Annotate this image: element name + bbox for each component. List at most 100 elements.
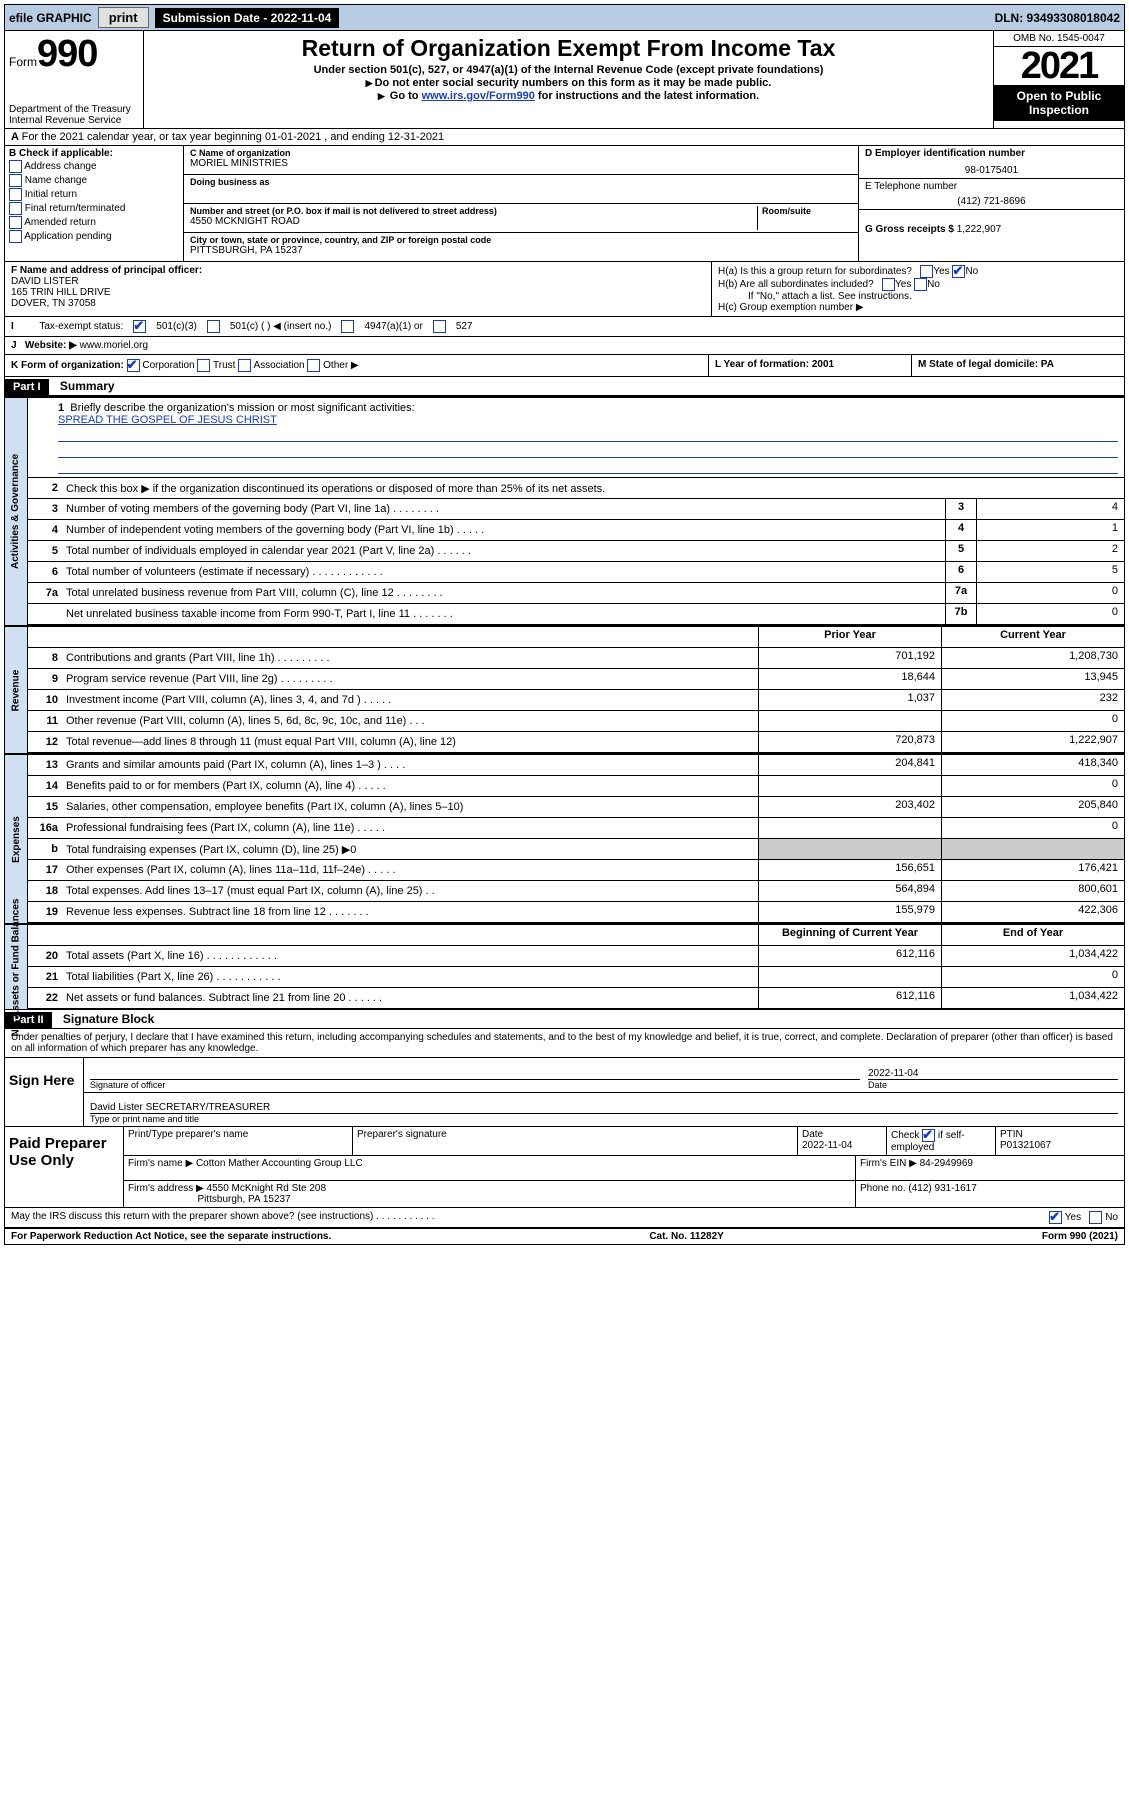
footer-row: For Paperwork Reduction Act Notice, see … bbox=[4, 1229, 1125, 1245]
chk-501c3[interactable] bbox=[133, 320, 146, 333]
chk-address-change[interactable]: Address change bbox=[9, 160, 179, 173]
ha-row: H(a) Is this a group return for subordin… bbox=[718, 265, 1118, 278]
summary-line: bTotal fundraising expenses (Part IX, co… bbox=[28, 839, 1124, 860]
sub3-post: for instructions and the latest informat… bbox=[535, 90, 759, 102]
part1-badge: Part I bbox=[5, 379, 49, 395]
officer-label: F Name and address of principal officer: bbox=[11, 265, 202, 276]
dba-label: Doing business as bbox=[190, 177, 852, 187]
form-title: Return of Organization Exempt From Incom… bbox=[150, 35, 987, 62]
hb-row: H(b) Are all subordinates included? Yes … bbox=[718, 278, 1118, 291]
irs-link[interactable]: www.irs.gov/Form990 bbox=[422, 90, 535, 102]
summary-line: 21Total liabilities (Part X, line 26) . … bbox=[28, 967, 1124, 988]
header-mid: Return of Organization Exempt From Incom… bbox=[144, 31, 993, 128]
officer-name-title: David Lister SECRETARY/TREASURER bbox=[90, 1102, 1118, 1113]
form-ref: Form 990 (2021) bbox=[1042, 1231, 1118, 1242]
row-a-tax-year: A For the 2021 calendar year, or tax yea… bbox=[4, 129, 1125, 146]
selfemp-label: Check bbox=[891, 1130, 919, 1141]
opt-501c3: 501(c)(3) bbox=[156, 321, 197, 332]
top-bar: efile GRAPHIC print Submission Date - 20… bbox=[4, 4, 1125, 31]
header-right: OMB No. 1545-0047 2021 Open to Public In… bbox=[993, 31, 1124, 128]
firm-addr2: Pittsburgh, PA 15237 bbox=[197, 1194, 290, 1205]
firm-addr1: 4550 McKnight Rd Ste 208 bbox=[207, 1183, 327, 1194]
chk-final-return[interactable]: Final return/terminated bbox=[9, 202, 179, 215]
row-klm: K Form of organization: Corporation Trus… bbox=[4, 355, 1125, 377]
chk-self-employed[interactable] bbox=[922, 1129, 935, 1142]
website-value: www.moriel.org bbox=[80, 340, 148, 351]
row-a-text: For the 2021 calendar year, or tax year … bbox=[22, 131, 445, 143]
ein-value: 98-0175401 bbox=[865, 159, 1118, 176]
dept-label: Department of the Treasury bbox=[9, 104, 139, 115]
chk-other[interactable] bbox=[307, 359, 320, 372]
col-b-checkboxes: B Check if applicable: Address change Na… bbox=[5, 146, 184, 261]
form-header: Form990 Department of the Treasury Inter… bbox=[4, 31, 1125, 129]
mission-block: 1 Briefly describe the organization's mi… bbox=[28, 398, 1124, 478]
chk-527[interactable] bbox=[433, 320, 446, 333]
ha-no[interactable] bbox=[952, 265, 965, 278]
chk-corporation[interactable] bbox=[127, 359, 140, 372]
chk-name-change[interactable]: Name change bbox=[9, 174, 179, 187]
firm-phone: (412) 931-1617 bbox=[908, 1183, 976, 1194]
summary-line: 7aTotal unrelated business revenue from … bbox=[28, 583, 1124, 604]
print-button[interactable]: print bbox=[98, 7, 149, 28]
discuss-yes[interactable] bbox=[1049, 1211, 1062, 1224]
hb-yes[interactable] bbox=[882, 278, 895, 291]
firm-name-label: Firm's name ▶ bbox=[128, 1158, 193, 1169]
line-2: 2 Check this box ▶ if the organization d… bbox=[28, 478, 1124, 499]
discuss-no[interactable] bbox=[1089, 1211, 1102, 1224]
summary-line: 18Total expenses. Add lines 13–17 (must … bbox=[28, 881, 1124, 902]
signature-block: Under penalties of perjury, I declare th… bbox=[4, 1029, 1125, 1229]
col-d-numbers: D Employer identification number 98-0175… bbox=[859, 146, 1124, 261]
summary-line: 15Salaries, other compensation, employee… bbox=[28, 797, 1124, 818]
firm-addr-label: Firm's address ▶ bbox=[128, 1183, 204, 1194]
firm-ein: 84-2949969 bbox=[920, 1158, 973, 1169]
gross-label: G Gross receipts $ bbox=[865, 224, 954, 235]
dln-label: DLN: 93493308018042 bbox=[995, 11, 1120, 25]
revenue-header-row: Prior Year Current Year bbox=[28, 627, 1124, 648]
end-year-hdr: End of Year bbox=[941, 925, 1124, 945]
efile-label: efile GRAPHIC bbox=[9, 11, 92, 25]
summary-line: 4Number of independent voting members of… bbox=[28, 520, 1124, 541]
header-left: Form990 Department of the Treasury Inter… bbox=[5, 31, 144, 128]
cat-number: Cat. No. 11282Y bbox=[649, 1231, 723, 1242]
ha-yes[interactable] bbox=[920, 265, 933, 278]
part-2-header: Part II Signature Block bbox=[4, 1010, 1125, 1029]
governance-section: Activities & Governance 1 Briefly descri… bbox=[4, 396, 1125, 625]
preparer-header-row: Print/Type preparer's name Preparer's si… bbox=[124, 1127, 1124, 1156]
part-1-header: Part I Summary bbox=[4, 377, 1125, 396]
ha-label: H(a) Is this a group return for subordin… bbox=[718, 266, 912, 277]
ptin-hdr: PTIN bbox=[1000, 1129, 1023, 1140]
summary-line: 12Total revenue—add lines 8 through 11 (… bbox=[28, 732, 1124, 753]
chk-501c[interactable] bbox=[207, 320, 220, 333]
chk-initial-return[interactable]: Initial return bbox=[9, 188, 179, 201]
website-label: Website: ▶ bbox=[25, 340, 77, 351]
officer-name: DAVID LISTER bbox=[11, 276, 79, 287]
netassets-header-row: Beginning of Current Year End of Year bbox=[28, 925, 1124, 946]
part1-title: Summary bbox=[52, 377, 123, 395]
group-return-section: H(a) Is this a group return for subordin… bbox=[712, 262, 1124, 316]
opt-527: 527 bbox=[456, 321, 473, 332]
chk-application-pending[interactable]: Application pending bbox=[9, 230, 179, 243]
summary-line: 3Number of voting members of the governi… bbox=[28, 499, 1124, 520]
row-i: I Tax-exempt status: 501(c)(3) 501(c) ( … bbox=[4, 317, 1125, 337]
address-cell: Number and street (or P.O. box if mail i… bbox=[184, 204, 858, 233]
city-cell: City or town, state or province, country… bbox=[184, 233, 858, 261]
sidebar-governance: Activities & Governance bbox=[5, 398, 28, 625]
col-c-org-info: C Name of organization MORIEL MINISTRIES… bbox=[184, 146, 859, 261]
chk-trust[interactable] bbox=[197, 359, 210, 372]
hb-no[interactable] bbox=[914, 278, 927, 291]
discuss-row: May the IRS discuss this return with the… bbox=[5, 1208, 1124, 1228]
form-990-number: 990 bbox=[37, 33, 97, 75]
chk-association[interactable] bbox=[238, 359, 251, 372]
chk-4947[interactable] bbox=[341, 320, 354, 333]
summary-line: 8Contributions and grants (Part VIII, li… bbox=[28, 648, 1124, 669]
firm-ein-label: Firm's EIN ▶ bbox=[860, 1158, 917, 1169]
city-label: City or town, state or province, country… bbox=[190, 235, 852, 245]
sig-officer-label: Signature of officer bbox=[90, 1079, 860, 1090]
summary-line: 14Benefits paid to or for members (Part … bbox=[28, 776, 1124, 797]
chk-amended[interactable]: Amended return bbox=[9, 216, 179, 229]
name-title-line: David Lister SECRETARY/TREASURER Type or… bbox=[84, 1093, 1124, 1127]
summary-line: 16aProfessional fundraising fees (Part I… bbox=[28, 818, 1124, 839]
prep-sig-hdr: Preparer's signature bbox=[353, 1127, 798, 1155]
gross-value: 1,222,907 bbox=[957, 224, 1002, 235]
sidebar-netassets: Net Assets or Fund Balances bbox=[5, 925, 28, 1009]
